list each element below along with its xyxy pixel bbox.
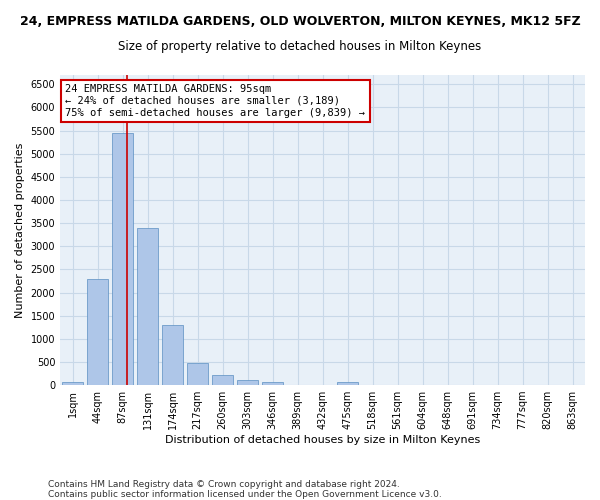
Bar xyxy=(187,363,208,385)
Bar xyxy=(262,382,283,385)
Bar xyxy=(62,382,83,385)
Text: 24 EMPRESS MATILDA GARDENS: 95sqm
← 24% of detached houses are smaller (3,189)
7: 24 EMPRESS MATILDA GARDENS: 95sqm ← 24% … xyxy=(65,84,365,117)
Bar xyxy=(112,133,133,385)
Text: Size of property relative to detached houses in Milton Keynes: Size of property relative to detached ho… xyxy=(118,40,482,53)
Text: Contains public sector information licensed under the Open Government Licence v3: Contains public sector information licen… xyxy=(48,490,442,499)
Bar xyxy=(337,382,358,385)
Bar xyxy=(87,278,108,385)
Text: 24, EMPRESS MATILDA GARDENS, OLD WOLVERTON, MILTON KEYNES, MK12 5FZ: 24, EMPRESS MATILDA GARDENS, OLD WOLVERT… xyxy=(20,15,580,28)
Bar xyxy=(137,228,158,385)
Text: Contains HM Land Registry data © Crown copyright and database right 2024.: Contains HM Land Registry data © Crown c… xyxy=(48,480,400,489)
Bar xyxy=(162,325,183,385)
Bar xyxy=(212,375,233,385)
X-axis label: Distribution of detached houses by size in Milton Keynes: Distribution of detached houses by size … xyxy=(165,435,480,445)
Bar xyxy=(237,380,258,385)
Y-axis label: Number of detached properties: Number of detached properties xyxy=(15,142,25,318)
